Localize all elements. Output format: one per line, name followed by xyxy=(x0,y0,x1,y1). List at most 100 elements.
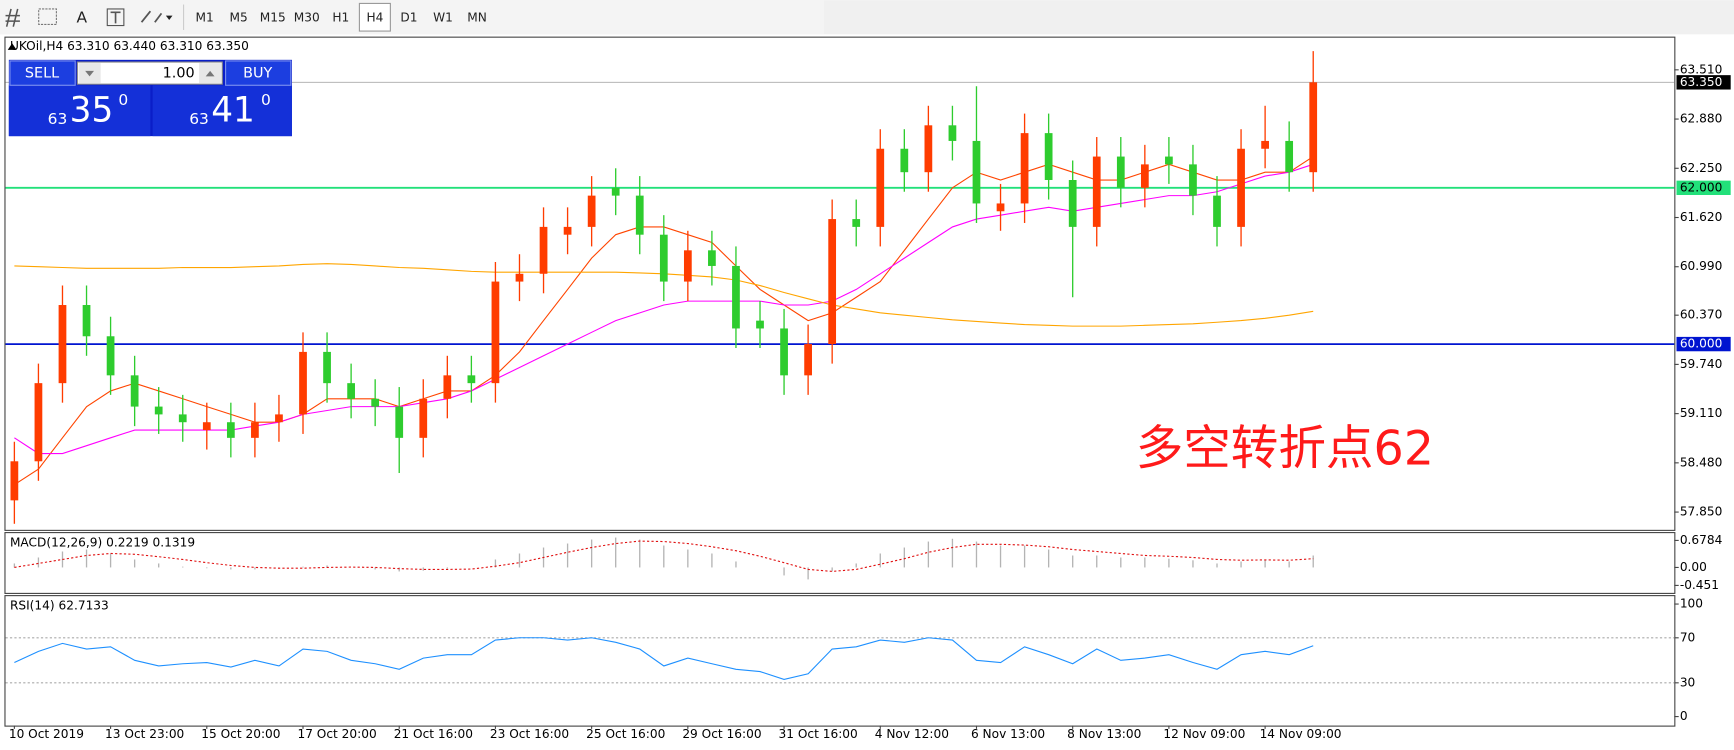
label-tool-icon[interactable] xyxy=(106,8,125,27)
signal-line xyxy=(14,540,1314,572)
candle-body xyxy=(58,305,67,384)
bid-box[interactable] xyxy=(8,85,151,137)
bid-point: 0 xyxy=(118,91,128,109)
macd-panel-frame xyxy=(4,532,1676,594)
y-tick-label: 61.620 xyxy=(1680,210,1723,224)
panel-title: UKOil,H4 63.310 63.440 63.310 63.350 xyxy=(10,39,249,53)
ask-box[interactable] xyxy=(152,85,292,137)
bid-pips: 35 xyxy=(70,90,114,130)
candle-body xyxy=(1261,140,1269,149)
candle-body xyxy=(1285,140,1294,173)
horizontal-line-label: 60.000 xyxy=(1680,337,1723,351)
candle-body xyxy=(563,226,572,235)
candle-body xyxy=(1068,180,1077,227)
candle-body xyxy=(756,320,764,329)
arrow-tool-icon[interactable] xyxy=(140,10,173,23)
x-tick-label: 4 Nov 12:00 xyxy=(875,727,949,741)
y-tick-label: 0.6784 xyxy=(1680,533,1723,547)
y-tick-label: 100 xyxy=(1680,597,1703,611)
title-arrow xyxy=(7,43,17,50)
chart-tool-icon[interactable] xyxy=(5,8,20,27)
timeframe-button[interactable]: M15 xyxy=(260,10,286,24)
candle-body xyxy=(178,414,187,423)
candle-body xyxy=(1237,148,1245,227)
y-tick-label: 57.850 xyxy=(1680,505,1723,519)
timeframe-button[interactable]: M5 xyxy=(230,10,248,24)
candle-body xyxy=(611,187,620,196)
candle-body xyxy=(154,406,163,415)
y-tick-label: 0 xyxy=(1680,709,1688,723)
candle-body xyxy=(34,383,43,462)
y-tick-label: 0.00 xyxy=(1680,560,1707,574)
panel-title: MACD(12,26,9) 0.2219 0.1319 xyxy=(10,536,195,550)
candle-body xyxy=(226,422,235,438)
text-tool[interactable]: A xyxy=(77,8,88,26)
candle-body xyxy=(948,125,957,141)
panel-title: RSI(14) 62.7133 xyxy=(10,599,109,613)
timeframe-button[interactable]: H1 xyxy=(332,10,349,24)
candle-body xyxy=(1309,82,1318,173)
candle-body xyxy=(1213,195,1221,227)
x-tick-label: 15 Oct 20:00 xyxy=(201,727,280,741)
candle-body xyxy=(900,148,909,173)
annotation: 多空转折点62 xyxy=(1136,421,1434,476)
rsi-panel-frame xyxy=(4,595,1676,727)
x-tick-label: 14 Nov 09:00 xyxy=(1260,727,1342,741)
candle-body xyxy=(251,422,259,438)
x-tick-label: 10 Oct 2019 xyxy=(9,727,84,741)
candle-body xyxy=(732,265,740,329)
candle-body xyxy=(275,414,283,423)
x-tick-label: 23 Oct 16:00 xyxy=(490,727,569,741)
bid-big: 63 xyxy=(48,110,68,128)
candle-body xyxy=(659,234,668,282)
main-panel-frame xyxy=(4,36,1676,531)
candle-body xyxy=(371,398,380,407)
x-tick-label: 6 Nov 13:00 xyxy=(971,727,1045,741)
candle-body xyxy=(1092,156,1101,227)
horizontal-line-label: 62.000 xyxy=(1680,180,1723,194)
y-tick-label: 62.880 xyxy=(1680,112,1723,126)
x-tick-label: 13 Oct 23:00 xyxy=(105,727,184,741)
candle-body xyxy=(1140,164,1149,188)
x-tick-label: 21 Oct 16:00 xyxy=(394,727,473,741)
ask-big: 63 xyxy=(189,110,209,128)
x-tick-label: 17 Oct 20:00 xyxy=(297,727,376,741)
timeframe-button[interactable]: MN xyxy=(467,10,487,24)
buy-label: BUY xyxy=(243,66,272,82)
lot-value: 1.00 xyxy=(163,66,195,82)
timeframe-active[interactable] xyxy=(358,2,391,32)
ask-pips: 41 xyxy=(211,90,255,130)
candle-body xyxy=(443,375,452,399)
x-tick-label: 12 Nov 09:00 xyxy=(1163,727,1245,741)
y-tick-label: 60.370 xyxy=(1680,308,1723,322)
timeframe-button[interactable]: M30 xyxy=(294,10,320,24)
sell-button[interactable] xyxy=(9,60,76,86)
timeframe-button[interactable]: M1 xyxy=(195,10,213,24)
candle-body xyxy=(708,250,716,266)
candle-body xyxy=(635,195,644,235)
candle-body xyxy=(804,344,812,376)
candle-body xyxy=(395,406,404,438)
timeframe-button[interactable]: H4 xyxy=(366,10,383,24)
candle-body xyxy=(780,328,788,376)
candle-body xyxy=(1116,156,1125,188)
candle-body xyxy=(515,273,524,282)
horizontal-line-box xyxy=(1676,336,1731,352)
candle-body xyxy=(106,336,115,376)
timeframe-button[interactable]: W1 xyxy=(433,10,453,24)
timeframe-button[interactable]: D1 xyxy=(400,10,417,24)
chart-window xyxy=(0,34,1734,750)
candle-body xyxy=(202,422,211,431)
y-tick-label: 30 xyxy=(1680,675,1695,689)
x-tick-label: 8 Nov 13:00 xyxy=(1067,727,1141,741)
lot-input[interactable] xyxy=(76,61,223,85)
y-tick-label: 62.250 xyxy=(1680,161,1723,175)
toolbar-strip xyxy=(0,0,824,35)
x-tick-label: 31 Oct 16:00 xyxy=(779,727,858,741)
candle-body xyxy=(972,140,981,204)
last-price-label: 63.350 xyxy=(1680,75,1723,89)
ask-point: 0 xyxy=(261,91,271,109)
buy-button[interactable] xyxy=(225,60,292,86)
candle-body xyxy=(924,125,933,173)
